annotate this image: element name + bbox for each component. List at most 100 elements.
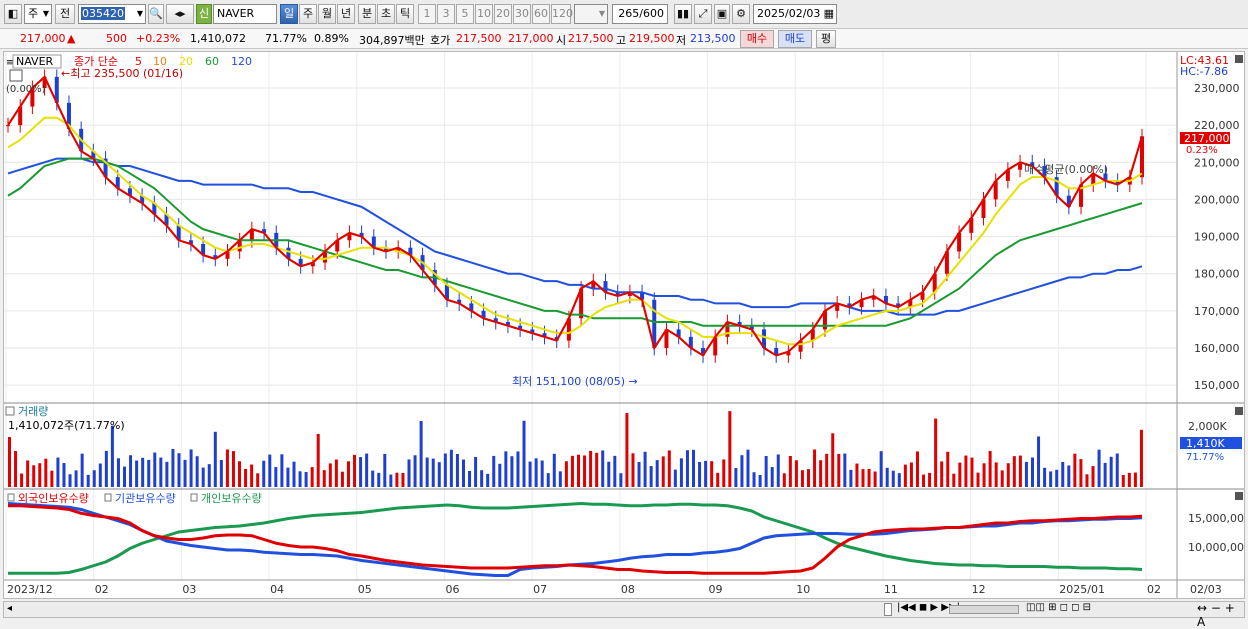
volume-bar [1037, 436, 1041, 487]
candle-body [225, 251, 230, 259]
holding-axis-15m: 15,000,000 [1188, 512, 1244, 525]
candle-body [6, 125, 10, 127]
candle-body [1115, 180, 1120, 185]
stock-chart[interactable]: 230,000 220,000 210,000 200,000 190,000 180,0… [4, 52, 1244, 598]
period-minute[interactable]: 분 [358, 4, 376, 24]
volume-bar [976, 472, 980, 487]
volume-bar [546, 473, 550, 487]
candle-body [335, 240, 340, 252]
volume-bar [1109, 456, 1113, 487]
volume-bar [570, 455, 574, 487]
chart-scrollbar[interactable]: ◂ |◀◀ ◼ ▶ ▶▶| ◫◫ ⊞ ◻ ◻ ⊟ ↔ − + A [3, 601, 1245, 629]
price-close-icon[interactable] [1235, 55, 1243, 63]
settings-icon[interactable]: ⚙ [732, 4, 750, 24]
interval-20[interactable]: 20 [494, 4, 512, 24]
layout-icon[interactable]: ◧ [4, 4, 22, 24]
search-icon[interactable]: 🔍 [148, 4, 164, 24]
high-price: 219,500 [629, 32, 675, 45]
candle-body [127, 188, 132, 196]
volume-bar [468, 470, 472, 487]
period-second[interactable]: 초 [377, 4, 395, 24]
avg-button[interactable]: 평 [816, 30, 836, 48]
volume-bar [407, 459, 411, 487]
code-input[interactable]: 035420 ▼ [78, 4, 146, 24]
view-mode-icons[interactable]: ◫◫ ⊞ ◻ ◻ ⊟ [1026, 602, 1091, 613]
period-week[interactable]: 주 [299, 4, 317, 24]
volume-bar [782, 473, 786, 487]
volume-bar [734, 468, 738, 487]
volume-bar [141, 457, 145, 487]
period-day[interactable]: 일 [280, 4, 298, 24]
panel-menu-icon[interactable]: ≡ [6, 58, 14, 68]
candle-body [688, 336, 693, 348]
volume-bar [62, 463, 66, 487]
hc-label: HC:-7.86 [1180, 65, 1228, 78]
interval-5[interactable]: 5 [456, 4, 474, 24]
volume-bar [26, 460, 30, 487]
type-select[interactable]: 주 ▼ [24, 4, 52, 24]
interval-120[interactable]: 120 [551, 4, 573, 24]
volume-title: 거래량 [18, 405, 48, 418]
volume-bar [685, 450, 689, 487]
interval-60[interactable]: 60 [532, 4, 550, 24]
volume-bar [353, 454, 357, 487]
interval-1[interactable]: 1 [418, 4, 436, 24]
candle-body [676, 329, 681, 337]
volume-bar [492, 455, 496, 487]
count-field[interactable]: 265/600 [612, 4, 668, 24]
table-icon[interactable] [9, 69, 23, 82]
volume-bar [716, 472, 720, 487]
zoom-controls[interactable]: ↔ − + A [1197, 601, 1235, 629]
candle-body [103, 158, 108, 178]
volume-panel-icon [5, 406, 15, 416]
volume-bar [1103, 462, 1107, 487]
candle-body [371, 236, 376, 248]
up-arrow-icon: ▲ [67, 32, 76, 45]
volume-bar [147, 459, 151, 487]
candle-body [944, 251, 949, 274]
candle-type-icon[interactable]: ▮▮ [674, 4, 692, 24]
calendar-icon[interactable]: ▦ [823, 7, 834, 20]
zoom-slider[interactable] [949, 605, 1019, 614]
period-tick[interactable]: 틱 [396, 4, 414, 24]
volume-bar [256, 473, 260, 487]
candle-body [835, 303, 840, 311]
interval-3[interactable]: 3 [437, 4, 455, 24]
ask-price-2: 217,000 [508, 32, 554, 45]
volume-bar [952, 473, 956, 487]
scroll-left-icon[interactable]: ◂ [7, 603, 13, 614]
date-field[interactable]: 2025/02/03 ▦ [753, 4, 837, 24]
save-icon[interactable]: ▣ [714, 4, 730, 24]
volume-bar [692, 449, 696, 487]
draw-tool-icon[interactable]: ⤢ [694, 4, 712, 24]
speaker-icon[interactable]: ◂▸ [166, 4, 194, 24]
scroll-right-icon[interactable] [884, 603, 892, 616]
period-month[interactable]: 월 [318, 4, 336, 24]
chart-area[interactable]: 230,000 220,000 210,000 200,000 190,000 180,0… [3, 51, 1245, 599]
sell-button[interactable]: 매도 [778, 30, 812, 48]
interval-30[interactable]: 30 [513, 4, 531, 24]
candle-body [591, 281, 596, 289]
custom-interval-select[interactable]: ▼ [574, 4, 608, 24]
period-year[interactable]: 년 [337, 4, 355, 24]
x-tick-label: 02 [95, 583, 109, 596]
stock-name-field[interactable]: NAVER [213, 4, 277, 24]
volume-bar [655, 460, 659, 487]
buy-button[interactable]: 매수 [740, 30, 774, 48]
candle-body [603, 281, 608, 293]
ma-legend-item: 20 [179, 55, 193, 68]
volume-bar [1085, 474, 1089, 487]
holding-legend-icon [7, 493, 15, 502]
x-tick-label: 10 [796, 583, 810, 596]
volume-close-icon[interactable] [1235, 407, 1243, 415]
interval-10[interactable]: 10 [475, 4, 493, 24]
volume-bar [843, 453, 847, 487]
candle-body [969, 218, 974, 233]
volume-tag-pct: 71.77% [1186, 452, 1224, 463]
candle-body [42, 76, 47, 88]
holding-close-icon[interactable] [1235, 492, 1243, 500]
volume-bar [250, 464, 254, 487]
prev-button[interactable]: 전 [55, 4, 75, 24]
rewind-icon[interactable]: |◀◀ ◼ ▶ ▶▶| [897, 602, 961, 613]
volume-bar [613, 455, 617, 487]
